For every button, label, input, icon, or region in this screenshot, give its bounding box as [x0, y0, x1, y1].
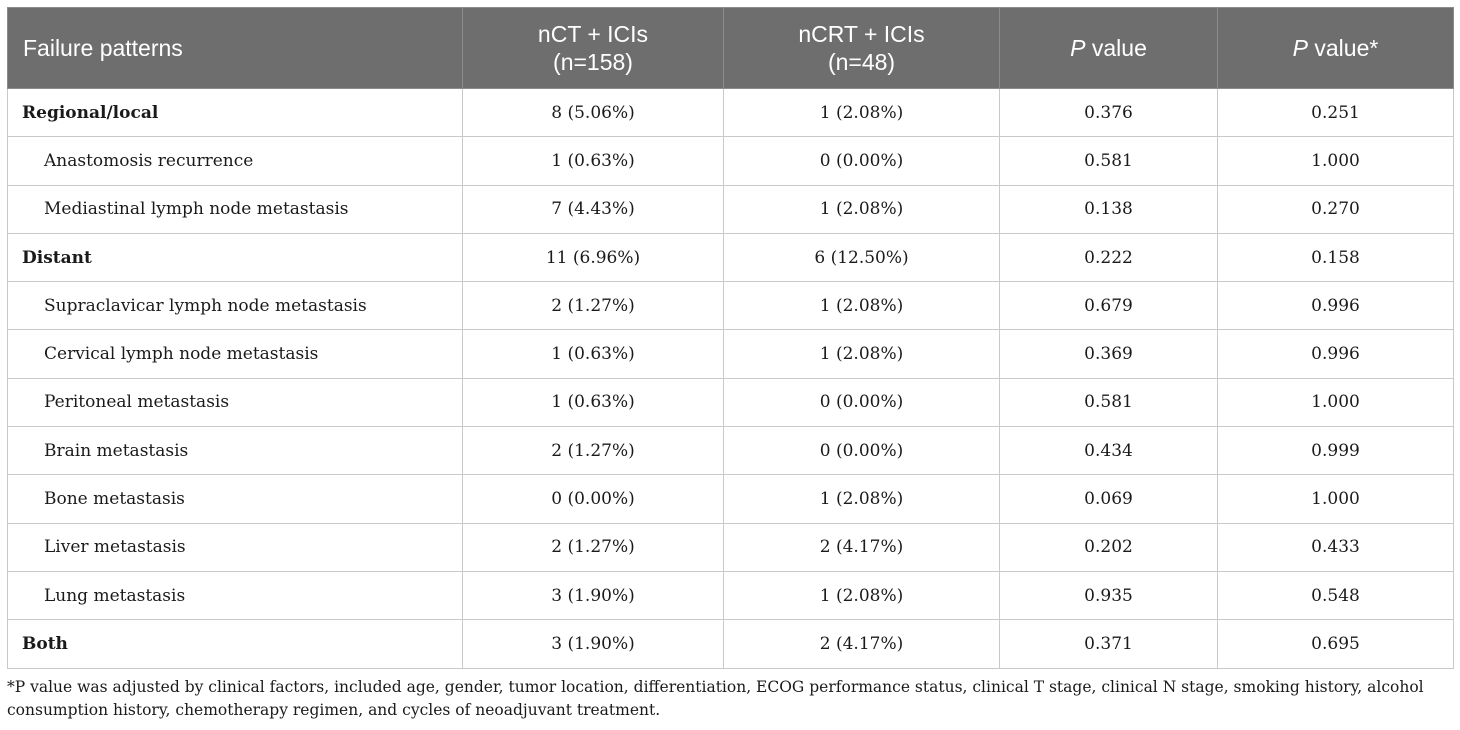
row-label: Bone metastasis [7, 474, 463, 524]
header-p-value: P value [999, 7, 1218, 89]
table-header: Failure patterns nCT + ICIs (n=158) nCRT… [7, 7, 1454, 89]
table-row: Anastomosis recurrence 1 (0.63%) 0 (0.00… [7, 136, 1454, 186]
failure-patterns-table-container: Failure patterns nCT + ICIs (n=158) nCRT… [7, 7, 1454, 669]
cell-nct-icis: 7 (4.43%) [462, 184, 724, 234]
cell-p-value: 0.369 [999, 329, 1218, 379]
table-footnote: *P value was adjusted by clinical factor… [7, 678, 1424, 719]
cell-p-value-adjusted: 1.000 [1217, 377, 1454, 428]
header-p-value-adjusted-text: value* [1308, 35, 1379, 61]
cell-ncrt-icis: 0 (0.00%) [723, 377, 1000, 428]
row-label: Supraclavicar lymph node metastasis [7, 281, 463, 331]
cell-ncrt-icis: 0 (0.00%) [723, 136, 1000, 186]
cell-p-value-adjusted: 0.695 [1217, 619, 1454, 669]
cell-nct-icis: 8 (5.06%) [462, 87, 724, 138]
table-row: Both 3 (1.90%) 2 (4.17%) 0.371 0.695 [7, 619, 1454, 669]
cell-p-value-adjusted: 0.433 [1217, 522, 1454, 572]
cell-p-value: 0.376 [999, 87, 1218, 138]
cell-nct-icis: 3 (1.90%) [462, 619, 724, 669]
cell-p-value-adjusted: 0.251 [1217, 87, 1454, 138]
table-row: Liver metastasis 2 (1.27%) 2 (4.17%) 0.2… [7, 522, 1454, 572]
row-label: Brain metastasis [7, 426, 463, 476]
cell-p-value: 0.202 [999, 522, 1218, 572]
row-label: Mediastinal lymph node metastasis [7, 184, 463, 234]
table-row: Bone metastasis 0 (0.00%) 1 (2.08%) 0.06… [7, 474, 1454, 524]
cell-p-value-adjusted: 1.000 [1217, 136, 1454, 186]
header-ncrt-icis: nCRT + ICIs (n=48) [723, 7, 1000, 89]
table-row: Peritoneal metastasis 1 (0.63%) 0 (0.00%… [7, 377, 1454, 428]
cell-nct-icis: 0 (0.00%) [462, 474, 724, 524]
cell-nct-icis: 2 (1.27%) [462, 522, 724, 572]
row-label: Liver metastasis [7, 522, 463, 572]
header-p-value-adjusted-p: P [1292, 35, 1308, 61]
header-ncrt-icis-name: nCRT + ICIs [798, 21, 925, 47]
cell-p-value: 0.222 [999, 232, 1218, 283]
cell-p-value: 0.434 [999, 426, 1218, 476]
header-p-value-p: P [1070, 35, 1086, 61]
table-row: Brain metastasis 2 (1.27%) 0 (0.00%) 0.4… [7, 426, 1454, 476]
table-row: Cervical lymph node metastasis 1 (0.63%)… [7, 329, 1454, 379]
cell-p-value-adjusted: 0.999 [1217, 426, 1454, 476]
row-label: Distant [7, 232, 463, 283]
cell-nct-icis: 3 (1.90%) [462, 570, 724, 621]
cell-ncrt-icis: 2 (4.17%) [723, 522, 1000, 572]
cell-p-value: 0.371 [999, 619, 1218, 669]
table-row: Distant 11 (6.96%) 6 (12.50%) 0.222 0.15… [7, 232, 1454, 283]
cell-p-value: 0.679 [999, 281, 1218, 331]
cell-nct-icis: 2 (1.27%) [462, 281, 724, 331]
header-p-value-adjusted: P value* [1217, 7, 1454, 89]
cell-p-value: 0.138 [999, 184, 1218, 234]
cell-ncrt-icis: 6 (12.50%) [723, 232, 1000, 283]
cell-ncrt-icis: 1 (2.08%) [723, 474, 1000, 524]
header-failure-patterns: Failure patterns [7, 7, 463, 89]
cell-ncrt-icis: 2 (4.17%) [723, 619, 1000, 669]
failure-patterns-table: Failure patterns nCT + ICIs (n=158) nCRT… [7, 7, 1454, 669]
header-nct-icis-name: nCT + ICIs [537, 21, 649, 47]
cell-p-value: 0.069 [999, 474, 1218, 524]
cell-nct-icis: 11 (6.96%) [462, 232, 724, 283]
cell-p-value-adjusted: 0.270 [1217, 184, 1454, 234]
cell-p-value: 0.581 [999, 377, 1218, 428]
cell-p-value: 0.935 [999, 570, 1218, 621]
table-row: Supraclavicar lymph node metastasis 2 (1… [7, 281, 1454, 331]
header-ncrt-icis-count: (n=48) [827, 49, 896, 75]
row-label: Lung metastasis [7, 570, 463, 621]
cell-nct-icis: 1 (0.63%) [462, 329, 724, 379]
row-label: Cervical lymph node metastasis [7, 329, 463, 379]
row-label: Regional/local [7, 87, 463, 138]
cell-p-value-adjusted: 0.548 [1217, 570, 1454, 621]
table-row: Mediastinal lymph node metastasis 7 (4.4… [7, 184, 1454, 234]
cell-p-value-adjusted: 0.158 [1217, 232, 1454, 283]
cell-ncrt-icis: 1 (2.08%) [723, 184, 1000, 234]
header-nct-icis: nCT + ICIs (n=158) [462, 7, 724, 89]
cell-ncrt-icis: 1 (2.08%) [723, 329, 1000, 379]
cell-ncrt-icis: 1 (2.08%) [723, 281, 1000, 331]
table-body: Regional/local 8 (5.06%) 1 (2.08%) 0.376… [7, 87, 1454, 669]
cell-p-value-adjusted: 0.996 [1217, 329, 1454, 379]
cell-nct-icis: 1 (0.63%) [462, 136, 724, 186]
header-nct-icis-count: (n=158) [553, 49, 633, 75]
header-p-value-text: value [1085, 35, 1147, 61]
cell-ncrt-icis: 1 (2.08%) [723, 87, 1000, 138]
cell-ncrt-icis: 1 (2.08%) [723, 570, 1000, 621]
cell-p-value-adjusted: 1.000 [1217, 474, 1454, 524]
cell-ncrt-icis: 0 (0.00%) [723, 426, 1000, 476]
cell-nct-icis: 2 (1.27%) [462, 426, 724, 476]
table-header-row: Failure patterns nCT + ICIs (n=158) nCRT… [7, 7, 1454, 89]
row-label: Both [7, 619, 463, 669]
table-row: Lung metastasis 3 (1.90%) 1 (2.08%) 0.93… [7, 570, 1454, 621]
row-label: Anastomosis recurrence [7, 136, 463, 186]
row-label: Peritoneal metastasis [7, 377, 463, 428]
cell-p-value: 0.581 [999, 136, 1218, 186]
table-row: Regional/local 8 (5.06%) 1 (2.08%) 0.376… [7, 87, 1454, 138]
cell-nct-icis: 1 (0.63%) [462, 377, 724, 428]
cell-p-value-adjusted: 0.996 [1217, 281, 1454, 331]
